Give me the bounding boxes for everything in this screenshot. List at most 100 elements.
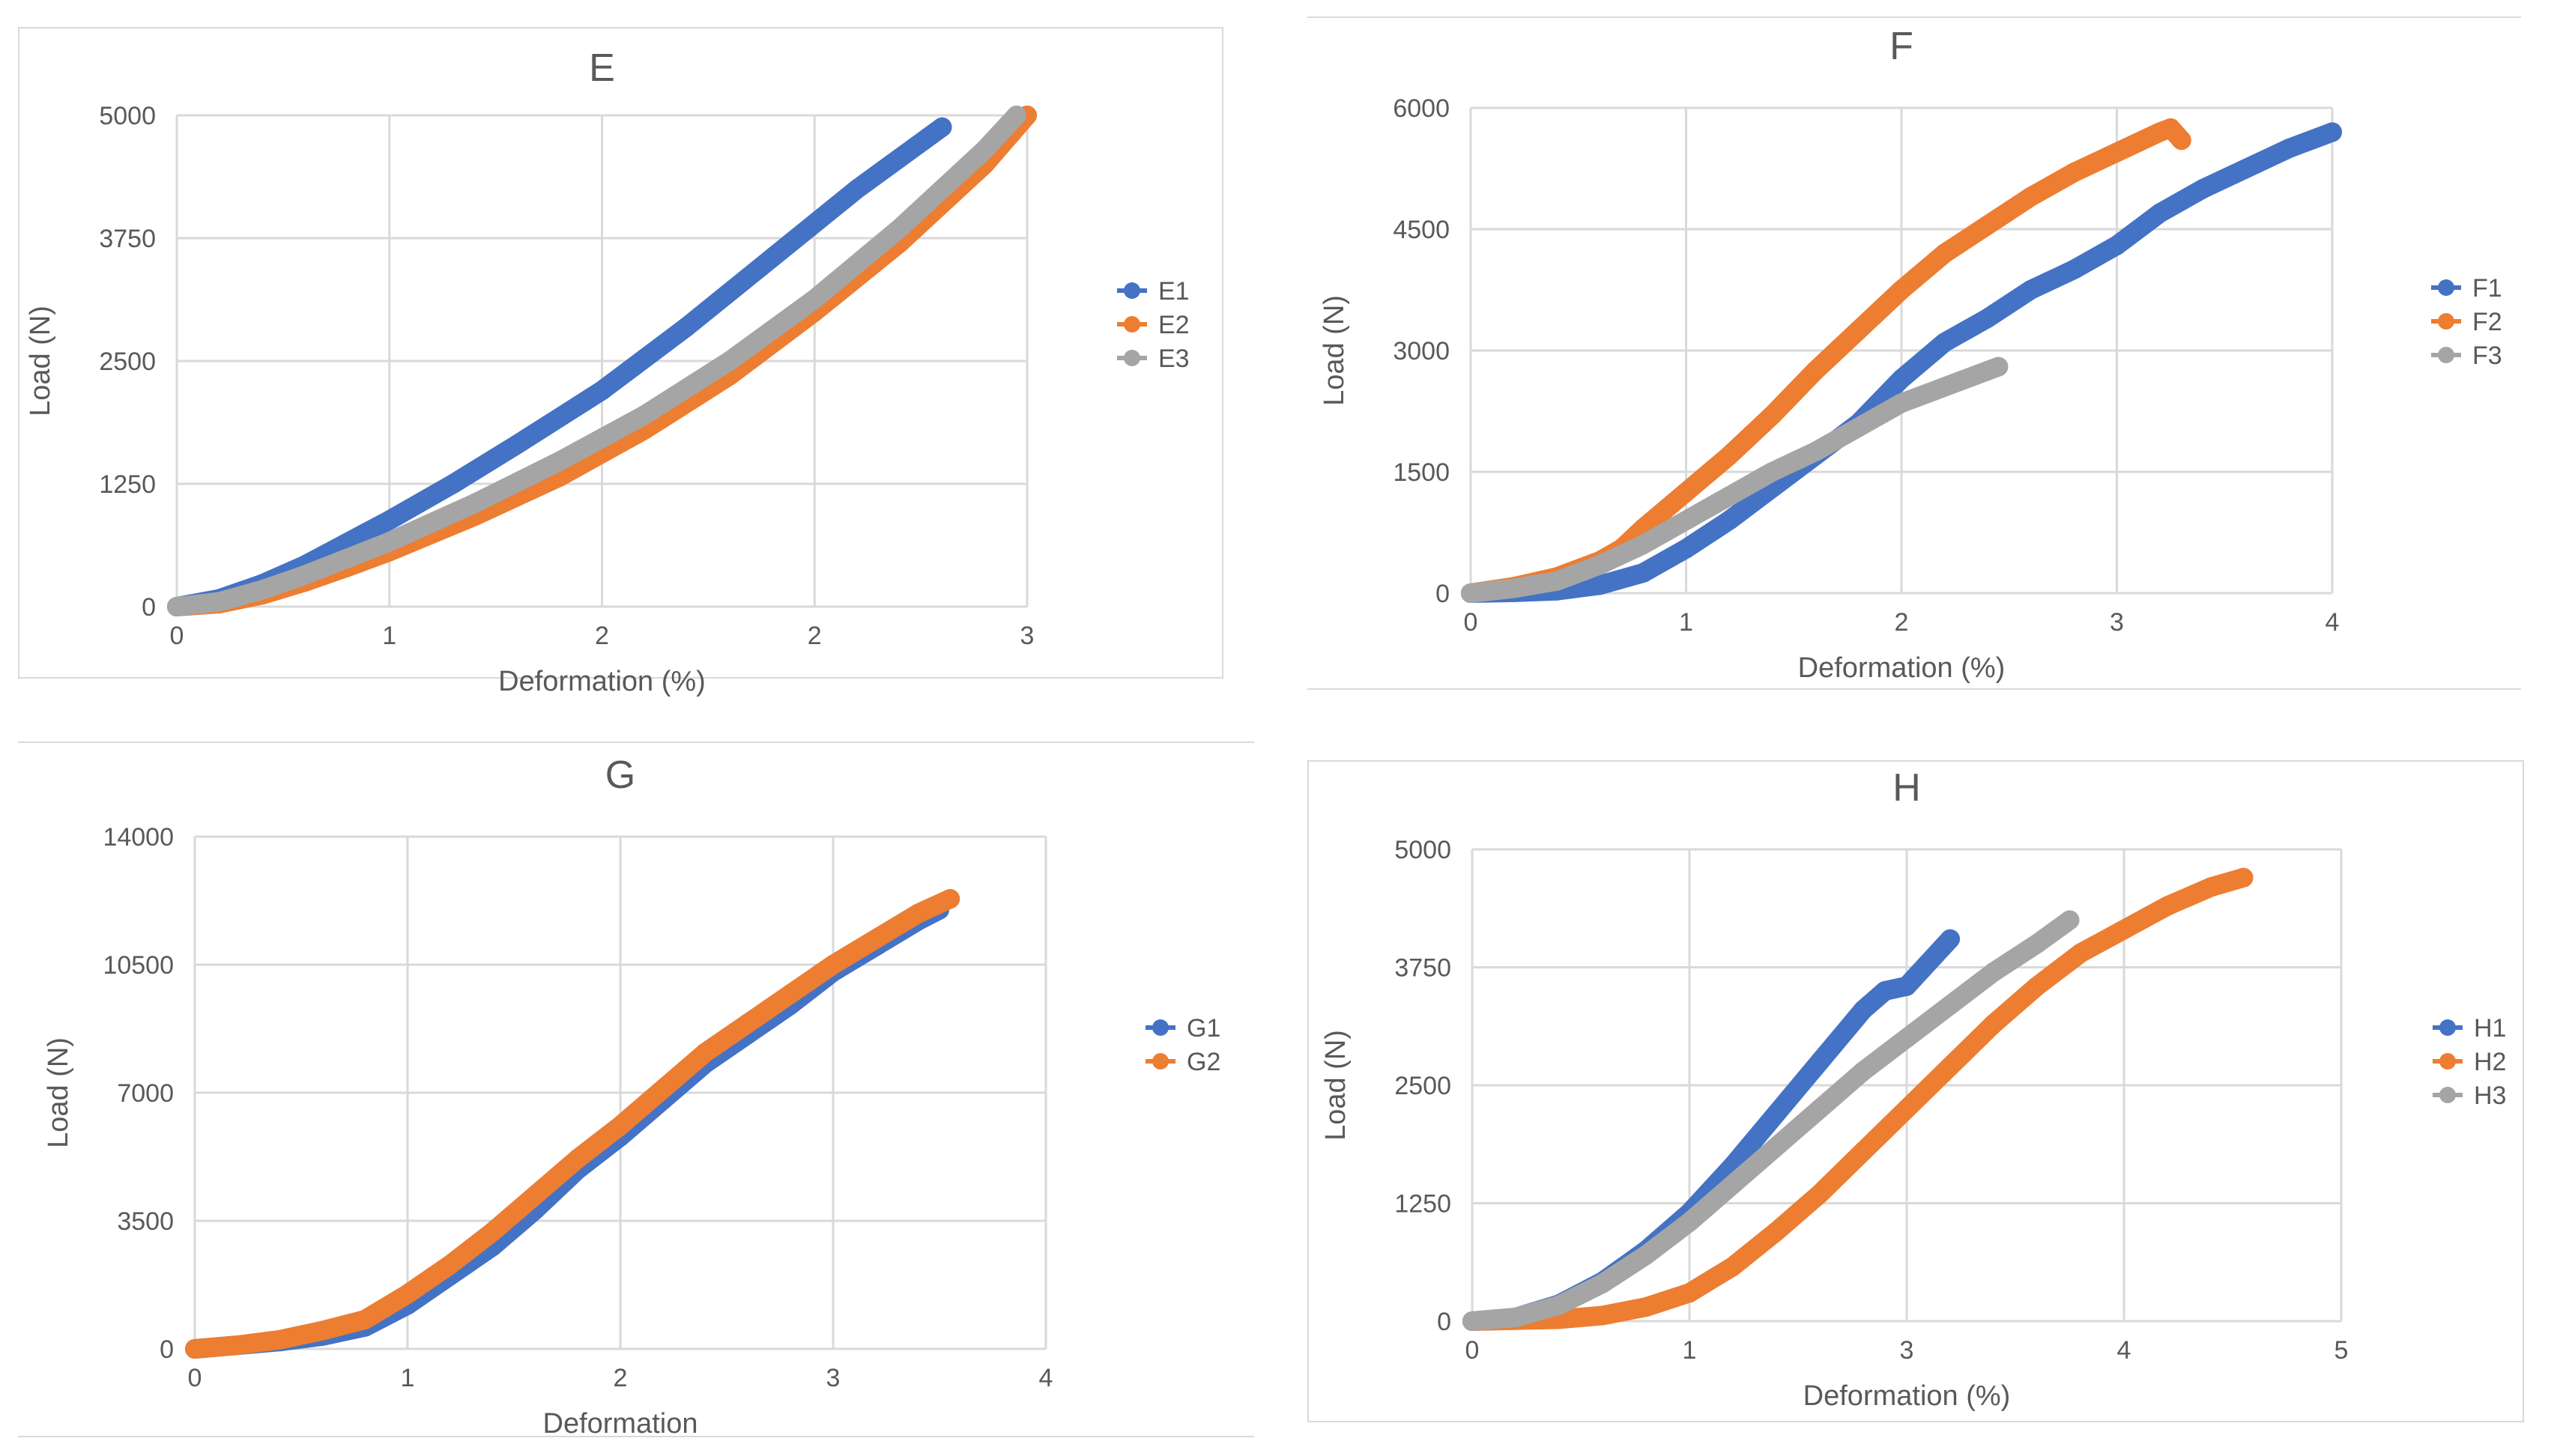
chart-f-point-f3 bbox=[1762, 462, 1782, 482]
chart-e-point-e3 bbox=[975, 139, 995, 160]
chart-g-legend-label: G1 bbox=[1187, 1014, 1220, 1043]
chart-f-point-f3 bbox=[1892, 393, 1911, 413]
chart-e-point-e3 bbox=[337, 548, 357, 568]
chart-f-point-f1 bbox=[1978, 308, 1997, 328]
chart-panel-f: 0 1500 3000 4500 6000 0 1 2 3 4 F Deformation (%) Lo… bbox=[1307, 16, 2521, 690]
chart-f-ytick-label: 1500 bbox=[1393, 458, 1450, 487]
chart-f-point-f2 bbox=[2021, 186, 2041, 207]
chart-h-svg: 0 1250 2500 3750 5000 0 1 3 4 5 H Deformation (%) Lo… bbox=[1320, 766, 2506, 1412]
chart-f-xlabel: Deformation (%) bbox=[1798, 652, 2006, 684]
chart-f-point-f2 bbox=[2107, 142, 2127, 163]
chart-g-point-g2 bbox=[781, 984, 801, 1004]
chart-g-legend-marker bbox=[1152, 1053, 1169, 1070]
chart-f-point-f2 bbox=[1762, 405, 1782, 425]
chart-e-point-e3 bbox=[464, 494, 485, 514]
chart-e-point-e3 bbox=[549, 451, 569, 471]
chart-h-ytick-label: 1250 bbox=[1394, 1190, 1451, 1219]
chart-g-xtick-label: 0 bbox=[188, 1364, 202, 1392]
chart-g-point-g2 bbox=[398, 1284, 417, 1304]
chart-e-point-e3 bbox=[635, 405, 655, 425]
chart-h-point-h2 bbox=[2201, 877, 2221, 897]
chart-e-point-e1 bbox=[507, 434, 527, 455]
chart-e-point-e3 bbox=[889, 218, 910, 238]
chart-h-point-h3 bbox=[2027, 934, 2047, 953]
chart-g-ytick-label: 3500 bbox=[117, 1207, 174, 1236]
chart-g-ytick-label: 0 bbox=[160, 1335, 174, 1364]
chart-f-point-f1 bbox=[1633, 563, 1653, 583]
chart-e-xtick-label: 0 bbox=[170, 622, 184, 650]
chart-h-point-h1 bbox=[1919, 953, 1938, 973]
chart-h-point-h1 bbox=[1767, 1103, 1786, 1123]
chart-h-point-h2 bbox=[2233, 867, 2254, 888]
chart-e-ylabel: Load (N) bbox=[25, 306, 56, 416]
chart-h-point-h2 bbox=[2071, 943, 2090, 963]
chart-e-xtick-label: 2 bbox=[595, 622, 609, 650]
chart-f-point-f3 bbox=[1590, 555, 1610, 575]
chart-e-point-e1 bbox=[762, 248, 782, 268]
chart-e-xtick-label: 2 bbox=[808, 622, 822, 650]
chart-g-point-g2 bbox=[482, 1222, 503, 1242]
chart-g-point-g2 bbox=[695, 1043, 715, 1063]
chart-e-point-e3 bbox=[294, 565, 315, 586]
chart-h-ylabel: Load (N) bbox=[1320, 1030, 1352, 1141]
chart-f-legend-label: F3 bbox=[2472, 342, 2502, 370]
chart-h-point-h1 bbox=[1897, 976, 1916, 996]
chart-e-point-e3 bbox=[167, 597, 187, 616]
chart-e-svg: 0 1250 2500 3750 5000 0 1 2 2 3 E Deformation (%) Lo… bbox=[25, 46, 1190, 697]
chart-g-point-g2 bbox=[865, 929, 886, 949]
chart-f-title: F bbox=[1889, 25, 1913, 68]
chart-h-ytick-label: 5000 bbox=[1394, 836, 1451, 864]
chart-panel-e: 0 1250 2500 3750 5000 0 1 2 2 3 E Deformation (%) Lo… bbox=[18, 27, 1223, 697]
chart-f-point-f1 bbox=[2064, 260, 2084, 279]
chart-h-point-h1 bbox=[1810, 1052, 1830, 1072]
chart-e-ytick-label: 0 bbox=[142, 593, 156, 622]
chart-f-point-f2 bbox=[2171, 130, 2191, 151]
chart-h-point-h2 bbox=[1984, 1014, 2003, 1034]
chart-f-point-f3 bbox=[1547, 571, 1567, 591]
chart-f-point-f3 bbox=[1934, 377, 1955, 397]
chart-e-point-e1 bbox=[379, 510, 399, 530]
chart-e-series-e1 bbox=[167, 117, 952, 616]
chart-g-xtick-label: 1 bbox=[401, 1364, 415, 1392]
chart-g-point-g2 bbox=[227, 1335, 247, 1356]
chart-f-xtick-label: 4 bbox=[2325, 608, 2340, 637]
chart-e-xlabel: Deformation (%) bbox=[498, 666, 706, 697]
chart-f-point-f2 bbox=[1848, 321, 1868, 340]
chart-f-ylabel: Load (N) bbox=[1319, 295, 1350, 406]
chart-h-legend-label: H1 bbox=[2474, 1014, 2506, 1043]
chart-h-point-h2 bbox=[1767, 1222, 1786, 1242]
chart-f-point-f1 bbox=[1934, 333, 1955, 353]
chart-e-legend-label: E3 bbox=[1158, 345, 1190, 373]
chart-e-point-e3 bbox=[252, 580, 272, 600]
chart-h-series-h2 bbox=[1462, 867, 2254, 1331]
chart-e-point-e3 bbox=[1006, 106, 1026, 125]
chart-g-point-g2 bbox=[312, 1320, 333, 1341]
chart-h-point-h3 bbox=[1984, 962, 2003, 982]
chart-h-point-h3 bbox=[1854, 1061, 1873, 1082]
chart-g-point-g2 bbox=[738, 1013, 758, 1034]
chart-h-xtick-label: 0 bbox=[1465, 1336, 1480, 1365]
chart-h-legend-label: H2 bbox=[2474, 1048, 2506, 1076]
chart-f-point-f1 bbox=[2107, 235, 2127, 255]
chart-h-point-h2 bbox=[2027, 976, 2047, 996]
chart-f-xtick-label: 3 bbox=[2110, 608, 2124, 637]
chart-f-xtick-label: 2 bbox=[1895, 608, 1909, 637]
chart-f-point-f1 bbox=[1590, 575, 1610, 595]
chart-f-point-f3 bbox=[1719, 486, 1739, 506]
chart-f-point-f1 bbox=[2279, 139, 2299, 158]
chart-h-point-h3 bbox=[1462, 1311, 1482, 1331]
chart-h-point-h3 bbox=[1680, 1212, 1699, 1232]
chart-e-legend-marker bbox=[1124, 316, 1140, 333]
chart-panel-h: 0 1250 2500 3750 5000 0 1 3 4 5 H Deformation (%) Lo… bbox=[1307, 760, 2524, 1422]
chart-h-ytick-label: 2500 bbox=[1394, 1072, 1451, 1100]
chart-g-point-g2 bbox=[908, 903, 928, 923]
chart-f-point-f3 bbox=[1633, 535, 1653, 555]
chart-e-point-e3 bbox=[209, 592, 229, 612]
chart-h-point-h1 bbox=[1940, 929, 1960, 949]
chart-h-point-h2 bbox=[1940, 1056, 1960, 1076]
chart-g-ytick-label: 7000 bbox=[117, 1079, 174, 1108]
chart-h-xtick-label: 5 bbox=[2334, 1336, 2349, 1365]
chart-f-legend-label: F1 bbox=[2472, 274, 2502, 303]
chart-e-ytick-label: 3750 bbox=[99, 225, 156, 253]
chart-f-point-f1 bbox=[1719, 510, 1739, 530]
